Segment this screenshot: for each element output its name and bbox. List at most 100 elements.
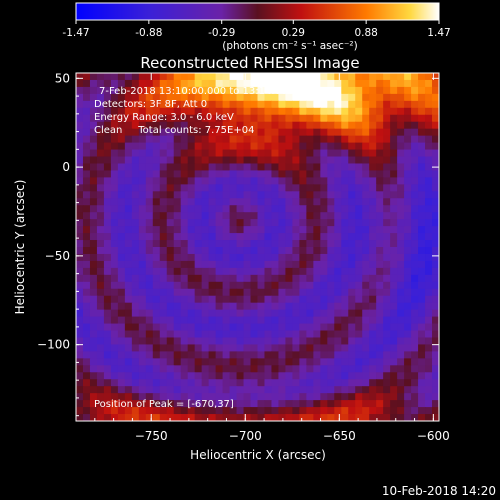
heatmap-cell bbox=[348, 358, 356, 366]
heatmap-cell bbox=[383, 114, 391, 123]
heatmap-cell bbox=[411, 372, 419, 380]
heatmap-cell bbox=[383, 163, 391, 172]
heatmap-cell bbox=[278, 93, 287, 102]
heatmap-cell bbox=[243, 344, 252, 352]
heatmap-cell bbox=[418, 86, 426, 95]
heatmap-cell bbox=[152, 226, 161, 234]
heatmap-cell bbox=[292, 302, 300, 311]
heatmap-cell bbox=[124, 253, 133, 262]
heatmap-cell bbox=[264, 177, 273, 185]
heatmap-cell bbox=[222, 107, 231, 116]
heatmap-cell bbox=[320, 205, 328, 213]
heatmap-cell bbox=[313, 344, 321, 352]
heatmap-cell bbox=[341, 288, 349, 297]
heatmap-cell bbox=[404, 107, 412, 116]
heatmap-cell bbox=[138, 73, 147, 81]
heatmap-cell bbox=[341, 149, 349, 158]
heatmap-cell bbox=[418, 128, 426, 137]
heatmap-cell bbox=[166, 247, 175, 255]
heatmap-cell bbox=[208, 253, 217, 262]
heatmap-cell bbox=[355, 73, 363, 81]
heatmap-cell bbox=[159, 316, 168, 325]
heatmap-cell bbox=[376, 156, 384, 165]
heatmap-cell bbox=[236, 407, 245, 415]
heatmap-cell bbox=[145, 86, 154, 95]
heatmap-cell bbox=[145, 316, 154, 325]
heatmap-cell bbox=[110, 156, 119, 165]
heatmap-cell bbox=[383, 358, 391, 366]
heatmap-cell bbox=[180, 114, 189, 123]
heatmap-cell bbox=[187, 400, 196, 408]
heatmap-cell bbox=[334, 414, 342, 421]
heatmap-cell bbox=[425, 79, 433, 88]
heatmap-cell bbox=[425, 281, 433, 290]
heatmap-cell bbox=[180, 414, 189, 421]
heatmap-cell bbox=[397, 240, 405, 248]
heatmap-cell bbox=[82, 114, 91, 123]
heatmap-cell bbox=[348, 128, 356, 137]
heatmap-cell bbox=[152, 414, 161, 421]
heatmap-cells bbox=[76, 73, 439, 421]
heatmap-cell bbox=[320, 177, 328, 185]
heatmap-cell bbox=[348, 205, 356, 213]
heatmap-cell bbox=[257, 198, 266, 206]
heatmap-cell bbox=[222, 79, 231, 88]
heatmap-cell bbox=[117, 351, 126, 359]
heatmap-cell bbox=[187, 177, 196, 185]
heatmap-cell bbox=[334, 358, 342, 366]
heatmap-cell bbox=[327, 156, 335, 165]
heatmap-cell bbox=[313, 212, 321, 220]
heatmap-cell bbox=[152, 100, 161, 109]
heatmap-cell bbox=[201, 93, 210, 102]
heatmap-cell bbox=[292, 86, 300, 95]
heatmap-cell bbox=[222, 163, 231, 172]
heatmap-cell bbox=[404, 281, 412, 290]
heatmap-cell bbox=[313, 414, 321, 421]
heatmap-cell bbox=[236, 400, 245, 408]
heatmap-cell bbox=[208, 274, 217, 283]
heatmap-cell bbox=[418, 274, 426, 283]
heatmap-cell bbox=[103, 212, 112, 220]
heatmap-cell bbox=[159, 247, 168, 255]
heatmap-cell bbox=[152, 379, 161, 387]
heatmap-cell bbox=[187, 281, 196, 290]
heatmap-cell bbox=[110, 281, 119, 290]
heatmap-cell bbox=[222, 330, 231, 339]
heatmap-cell bbox=[76, 288, 84, 297]
heatmap-cell bbox=[117, 191, 126, 199]
heatmap-cell bbox=[257, 163, 266, 172]
heatmap-cell bbox=[131, 79, 140, 88]
heatmap-cell bbox=[362, 121, 370, 130]
heatmap-cell bbox=[173, 121, 182, 130]
heatmap-cell bbox=[180, 295, 189, 304]
heatmap-cell bbox=[180, 281, 189, 290]
heatmap-cell bbox=[250, 73, 259, 81]
heatmap-cell bbox=[250, 386, 259, 394]
heatmap-cell bbox=[124, 316, 133, 325]
heatmap-cell bbox=[236, 351, 245, 359]
heatmap-cell bbox=[82, 379, 91, 387]
heatmap-cell bbox=[397, 365, 405, 373]
heatmap-cell bbox=[404, 288, 412, 297]
heatmap-cell bbox=[117, 205, 126, 213]
heatmap-cell bbox=[180, 316, 189, 325]
heatmap-cell bbox=[348, 247, 356, 255]
heatmap-cell bbox=[390, 226, 398, 234]
heatmap-cell bbox=[348, 302, 356, 311]
heatmap-cell bbox=[299, 400, 307, 408]
heatmap-cell bbox=[355, 281, 363, 290]
heatmap-cell bbox=[110, 142, 119, 151]
heatmap-cell bbox=[131, 288, 140, 297]
heatmap-cell bbox=[369, 337, 377, 346]
heatmap-cell bbox=[299, 414, 307, 421]
heatmap-cell bbox=[432, 191, 439, 199]
heatmap-cell bbox=[76, 114, 84, 123]
heatmap-cell bbox=[82, 247, 91, 255]
heatmap-cell bbox=[215, 379, 224, 387]
heatmap-cell bbox=[299, 93, 307, 102]
heatmap-cell bbox=[110, 107, 119, 116]
heatmap-cell bbox=[369, 135, 377, 144]
heatmap-cell bbox=[299, 226, 307, 234]
heatmap-cell bbox=[432, 135, 439, 144]
heatmap-cell bbox=[96, 393, 105, 401]
